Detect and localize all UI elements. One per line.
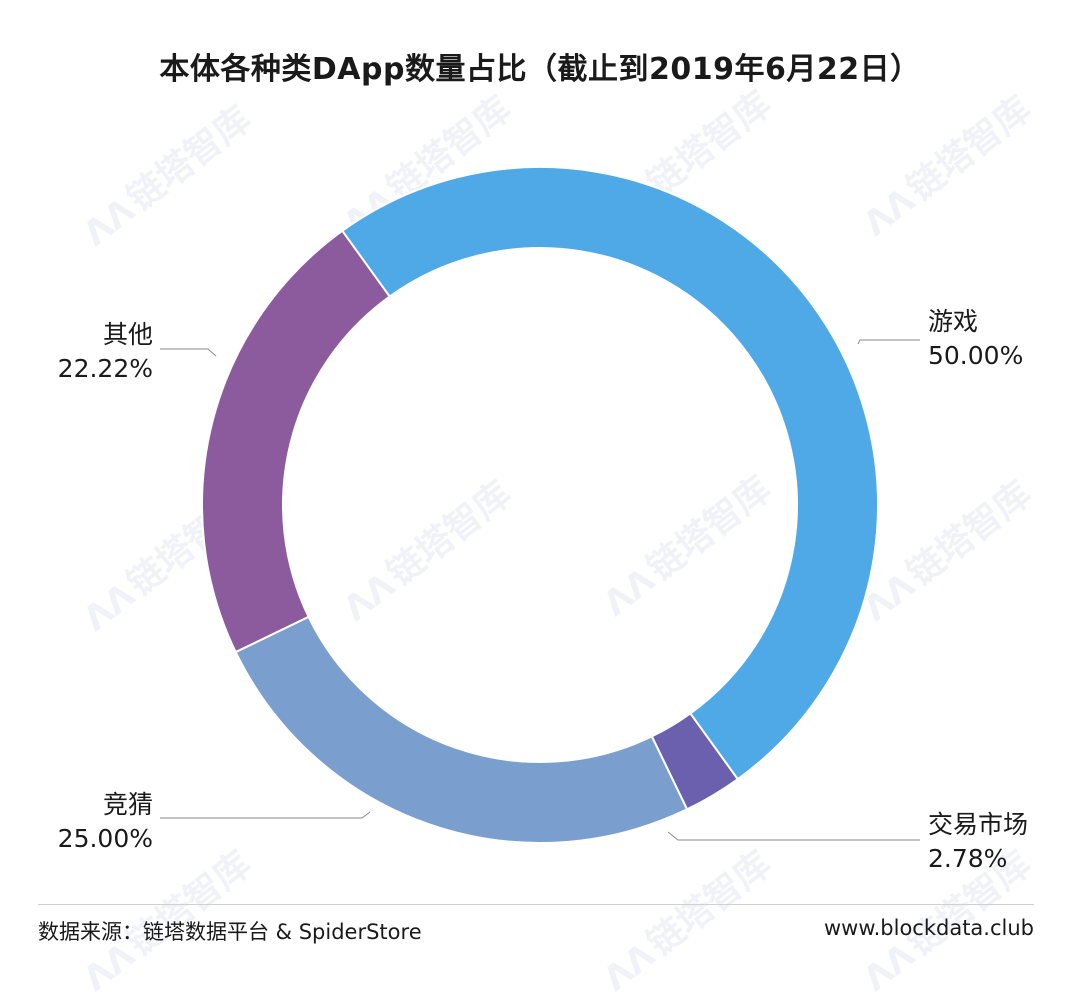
slice-其他 (201, 229, 392, 654)
slice-label-value: 2.78% (928, 844, 1008, 873)
slice-label-value: 50.00% (928, 341, 1024, 370)
slice-label-value: 25.00% (57, 824, 153, 853)
slice-label-name: 竞猜 (102, 790, 153, 819)
slice-游戏 (340, 166, 879, 781)
slice-label-name: 交易市场 (928, 810, 1029, 839)
slice-label-name: 其他 (102, 320, 153, 349)
footer-site: www.blockdata.club (824, 916, 1034, 940)
slice-label-交易市场: 交易市场 2.78% (928, 808, 1028, 876)
leader-line-游戏 (857, 339, 920, 345)
leader-line-交易市场 (667, 831, 920, 841)
slice-label-游戏: 游戏 50.00% (928, 305, 1023, 373)
footer-source: 数据来源：链塔数据平台 & SpiderStore (38, 920, 422, 944)
slice-label-竞猜: 竞猜 25.00% (38, 788, 153, 856)
slice-竞猜 (234, 615, 689, 844)
chart-title: 本体各种类DApp数量占比（截止到2019年6月22日） (159, 52, 921, 87)
leader-line-其他 (160, 348, 217, 357)
slice-label-name: 游戏 (928, 307, 979, 336)
slice-label-value: 22.22% (57, 354, 153, 383)
donut-chart (160, 166, 920, 844)
leader-line-竞猜 (160, 811, 371, 819)
slice-label-其他: 其他 22.22% (38, 318, 153, 386)
footer-divider (38, 904, 1034, 905)
